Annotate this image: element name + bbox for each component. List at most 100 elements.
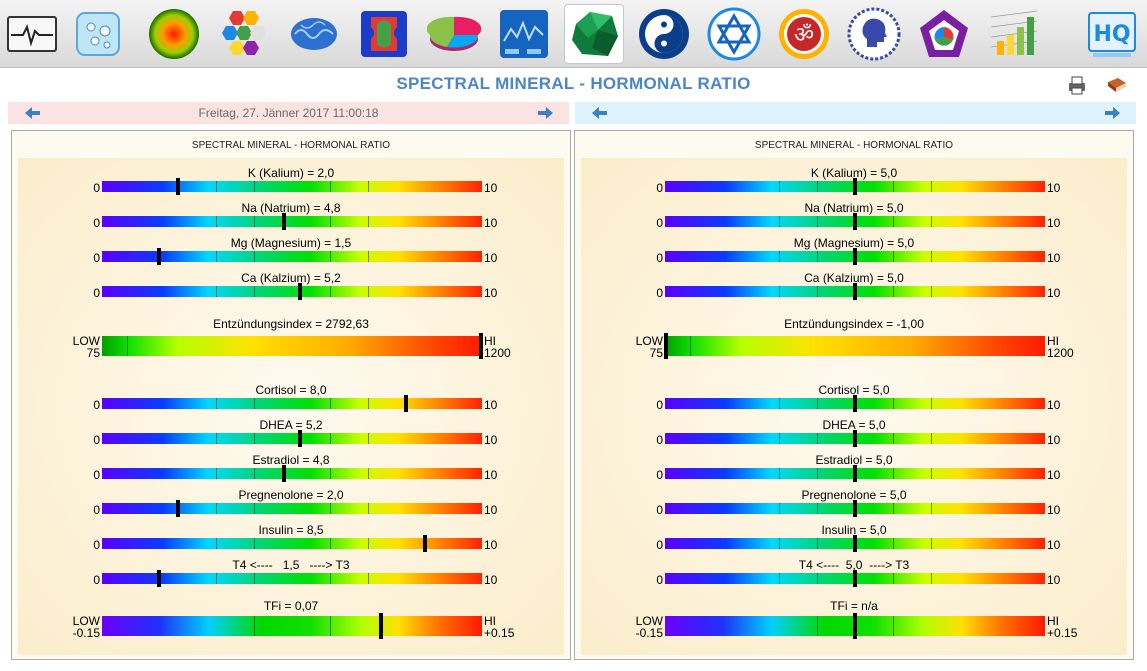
row-label: TFi = n/a — [830, 599, 878, 613]
scale-max-label: 10 — [1047, 181, 1061, 195]
row-label: Pregnenolone = 2,0 — [238, 488, 344, 502]
scale-max-label: 10 — [1047, 433, 1061, 447]
bar-tick — [817, 503, 818, 514]
svg-text:HQ: HQ — [1093, 22, 1130, 47]
value-marker — [157, 570, 161, 587]
spectrum-bar — [102, 336, 482, 356]
bar-tick — [254, 251, 255, 262]
bar-tick — [779, 286, 780, 297]
spectrum-bar — [102, 538, 482, 549]
thermal-body-icon[interactable] — [354, 4, 414, 64]
value-marker — [853, 500, 857, 517]
nav-bar-left: Freitag, 27. Jänner 2017 11:00:18 — [8, 102, 569, 124]
pentagon-chart-icon[interactable] — [914, 4, 974, 64]
scale-max-label: 10 — [484, 573, 498, 587]
line-chart-icon[interactable] — [494, 4, 554, 64]
bar-tick — [254, 398, 255, 409]
scale-max-label: 10 — [1047, 398, 1061, 412]
value-marker — [176, 178, 180, 195]
bar-tick — [893, 433, 894, 444]
bar-tick — [893, 216, 894, 227]
scale-min-label: 0 — [656, 573, 663, 587]
previous-arrow-icon[interactable] — [24, 105, 42, 121]
value-marker — [853, 613, 857, 639]
yin-yang-icon[interactable] — [634, 4, 694, 64]
scale-max-label: 10 — [484, 251, 498, 265]
bar-tick — [779, 216, 780, 227]
value-marker — [157, 248, 161, 265]
bar-tick — [779, 538, 780, 549]
book-icon[interactable] — [1106, 74, 1128, 96]
row-label: T4 <---- 1,5 ----> T3 — [232, 558, 350, 572]
heat-sphere-icon[interactable] — [144, 4, 204, 64]
3d-bar-chart-icon[interactable] — [984, 4, 1044, 64]
bar-tick — [254, 216, 255, 227]
head-profile-icon[interactable] — [844, 4, 904, 64]
bar-tick — [817, 181, 818, 192]
bar-tick — [254, 286, 255, 297]
pie-chart-icon[interactable] — [424, 4, 484, 64]
row-label: Mg (Magnesium) = 1,5 — [230, 236, 352, 250]
scale-max-label: 10 — [484, 503, 498, 517]
mineral-crystal-icon[interactable] — [564, 4, 624, 64]
bar-tick — [330, 538, 331, 549]
printer-icon[interactable] — [1066, 74, 1088, 96]
bar-tick — [893, 468, 894, 479]
bar-tick — [216, 181, 217, 192]
bar-tick — [817, 468, 818, 479]
bar-tick — [368, 398, 369, 409]
bar-tick — [817, 538, 818, 549]
scale-min-label: 0 — [93, 468, 100, 482]
om-symbol-icon[interactable]: ॐ — [774, 4, 834, 64]
scale-min-label: 0 — [656, 216, 663, 230]
hq-logo-icon[interactable]: HQ — [1082, 4, 1142, 64]
spectrum-bar — [102, 216, 482, 227]
scale-min-label: LOW -0.15 — [72, 614, 100, 640]
bar-tick — [330, 216, 331, 227]
bar-tick — [254, 433, 255, 444]
spectrum-bar — [102, 503, 482, 514]
value-marker — [298, 283, 302, 300]
molecules-icon[interactable] — [68, 4, 128, 64]
bar-tick — [817, 616, 818, 636]
bar-tick — [779, 573, 780, 584]
row-label: Insulin = 5,0 — [821, 523, 887, 537]
scale-max-label: 10 — [484, 468, 498, 482]
bar-tick — [216, 286, 217, 297]
bar-tick — [779, 181, 780, 192]
star-of-david-icon[interactable] — [704, 4, 764, 64]
value-marker — [853, 395, 857, 412]
bar-tick — [254, 573, 255, 584]
bar-tick — [931, 433, 932, 444]
bar-tick — [254, 181, 255, 192]
row-label: Entzündungsindex = 2792,63 — [213, 317, 369, 331]
spectrum-bar — [102, 616, 482, 636]
scale-max-label: HI +0.15 — [1047, 614, 1078, 640]
bar-tick — [931, 538, 932, 549]
svg-text:ॐ: ॐ — [794, 23, 814, 48]
bar-tick — [779, 503, 780, 514]
row-label: Entzündungsindex = -1,00 — [784, 317, 924, 331]
next-arrow-icon[interactable] — [536, 105, 554, 121]
bar-tick — [368, 216, 369, 227]
bar-tick — [931, 398, 932, 409]
bar-tick — [931, 251, 932, 262]
brain-icon[interactable] — [284, 4, 344, 64]
value-marker — [379, 613, 383, 639]
previous-arrow-icon[interactable] — [591, 105, 609, 121]
panel-rows: K (Kalium) = 2,0 0 10 Na (Natrium) = 4,8 0 10… — [18, 158, 564, 655]
bar-tick — [216, 251, 217, 262]
row-label: Insulin = 8,5 — [258, 523, 324, 537]
value-marker — [853, 570, 857, 587]
row-label: Mg (Magnesium) = 5,0 — [793, 236, 915, 250]
hexagon-grid-icon[interactable] — [214, 4, 274, 64]
row-label: Estradiol = 5,0 — [815, 453, 893, 467]
row-label: DHEA = 5,2 — [259, 418, 323, 432]
next-arrow-icon[interactable] — [1103, 105, 1121, 121]
value-marker — [282, 213, 286, 230]
bar-tick — [817, 216, 818, 227]
ecg-monitor-icon[interactable] — [2, 4, 62, 64]
value-marker — [298, 430, 302, 447]
bar-tick — [817, 251, 818, 262]
bar-tick — [216, 398, 217, 409]
